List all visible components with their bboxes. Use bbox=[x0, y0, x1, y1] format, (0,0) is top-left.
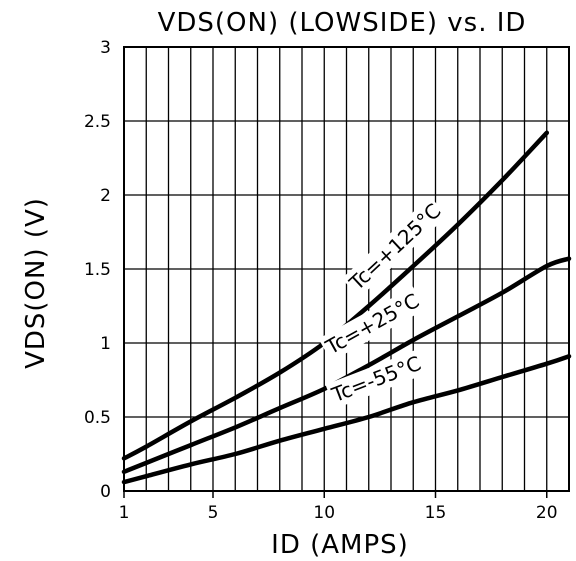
x-tick-label: 20 bbox=[536, 503, 558, 523]
y-tick-label: 0 bbox=[100, 482, 111, 502]
x-tick-label: 1 bbox=[119, 503, 130, 523]
y-tick-label: 3 bbox=[100, 38, 111, 58]
y-tick-label: 0.5 bbox=[84, 408, 111, 428]
curve-label-background bbox=[341, 196, 448, 298]
curve-label-25c: Tc=+25°C bbox=[321, 288, 423, 359]
series-line-minus55c bbox=[121, 354, 572, 485]
curve-label-background bbox=[318, 286, 426, 362]
x-tick-label: 10 bbox=[313, 503, 335, 523]
y-tick-label: 2 bbox=[100, 186, 111, 206]
y-tick-label: 2.5 bbox=[84, 112, 111, 132]
plot-frame bbox=[123, 46, 570, 492]
curve-label-background bbox=[325, 349, 427, 409]
chart-title: VDS(ON) (LOWSIDE) vs. ID bbox=[158, 8, 527, 38]
x-tick-label: 5 bbox=[208, 503, 219, 523]
x-axis-title: ID (AMPS) bbox=[271, 530, 409, 560]
y-axis-title: VDS(ON) (V) bbox=[21, 197, 51, 369]
y-tick-label: 1.5 bbox=[84, 260, 111, 280]
series-line-125c bbox=[121, 130, 550, 461]
curve-labels: Tc=+125°CTc=+25°CTc=-55°C bbox=[318, 196, 448, 409]
x-tick-label: 15 bbox=[425, 503, 447, 523]
y-tick-label: 1 bbox=[100, 334, 111, 354]
